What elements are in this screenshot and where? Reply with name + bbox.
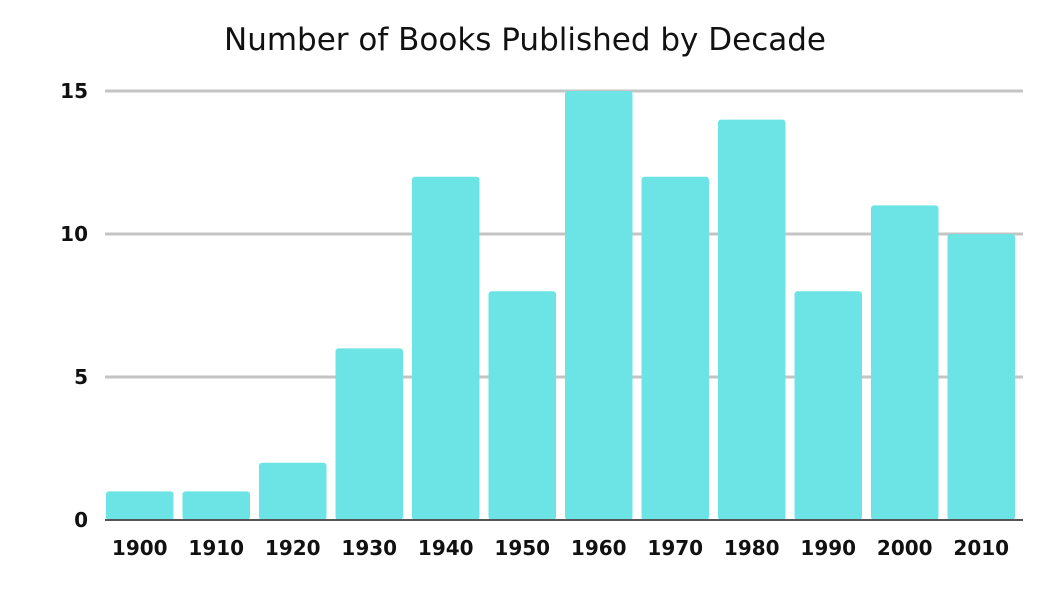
bar-2000 [871,205,939,520]
bar-1930 [335,348,403,520]
grid-lines [105,89,1023,379]
x-tick-label-1930: 1930 [341,536,397,560]
bars [106,91,1015,521]
x-tick-label-1950: 1950 [494,536,550,560]
bar-1980 [718,119,786,520]
x-tick-label-2010: 2010 [953,536,1009,560]
chart-title: Number of Books Published by Decade [224,22,826,58]
x-tick-label-1900: 1900 [112,536,168,560]
x-tick-label-1910: 1910 [188,536,244,560]
x-tick-labels: 1900 1910 1920 1930 1940 1950 1960 1970 1980 1990… [112,536,1009,560]
x-tick-label-1980: 1980 [724,536,780,560]
y-tick-label: 0 [74,508,88,532]
x-tick-label-2000: 2000 [877,536,933,560]
bar-1900 [106,491,174,520]
y-tick-labels: 0 5 10 15 [60,79,88,532]
x-tick-label-1940: 1940 [418,536,474,560]
bar-1990 [794,291,862,520]
y-tick-label: 5 [74,365,88,389]
bar-1970 [641,176,709,521]
bar-1940 [412,176,480,521]
x-tick-label-1960: 1960 [571,536,627,560]
y-tick-label: 15 [60,79,88,103]
bar-1920 [259,462,327,520]
x-tick-label-1990: 1990 [800,536,856,560]
x-tick-label-1970: 1970 [647,536,703,560]
x-tick-label-1920: 1920 [265,536,321,560]
y-tick-label: 10 [60,222,88,246]
bar-1910 [182,491,250,520]
bar-1960 [565,91,633,520]
bar-2010 [947,234,1015,520]
bar-1950 [488,291,556,520]
